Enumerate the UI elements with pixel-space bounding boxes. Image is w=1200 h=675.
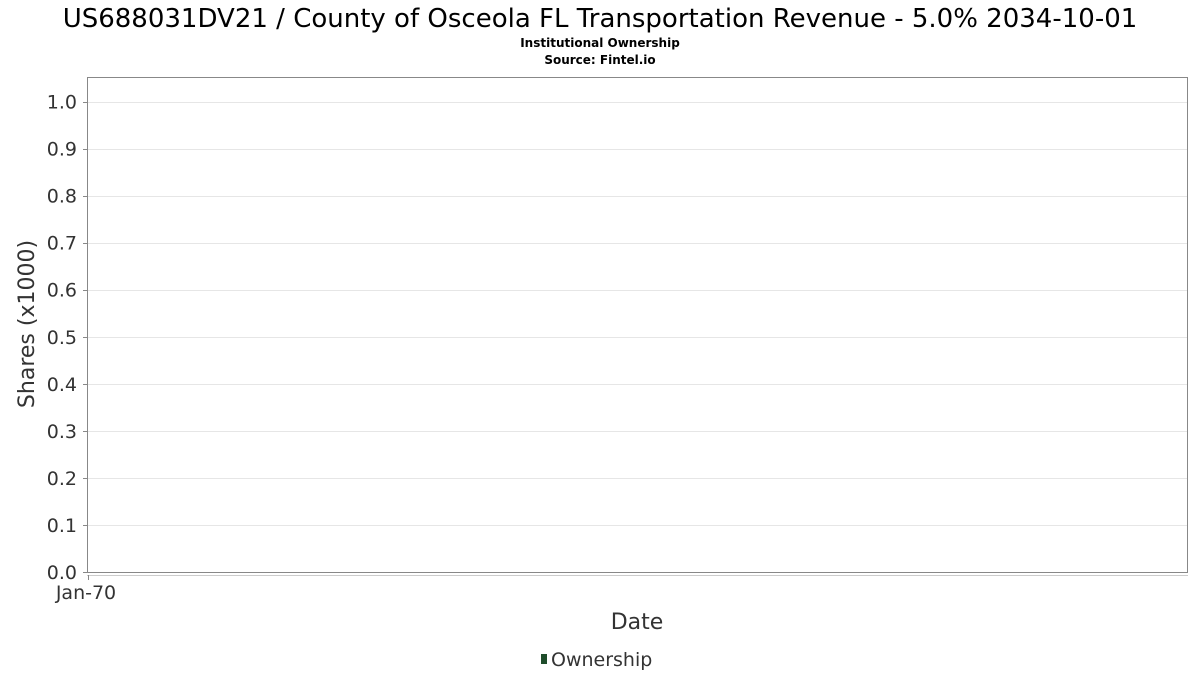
legend-swatch-ownership [541, 654, 547, 664]
chart-title: US688031DV21 / County of Osceola FL Tran… [63, 4, 1138, 34]
y-tick-label: 0.4 [47, 374, 77, 396]
y-axis-label: Shares (x1000) [15, 240, 40, 408]
y-tick-label: 0.8 [47, 186, 77, 208]
plot-area [87, 77, 1188, 573]
y-tick-label: 0.9 [47, 139, 77, 161]
y-tick-label: 0.6 [47, 280, 77, 302]
y-tick-label: 0.2 [47, 468, 77, 490]
y-axis-ticks: 0.0 0.1 0.2 0.3 0.4 0.5 0.6 0.7 0.8 0.9 1.0 [47, 92, 88, 584]
legend-label-ownership: Ownership [551, 649, 652, 671]
y-tick-label: 0.7 [47, 233, 77, 255]
chart-source: Source: Fintel.io [544, 53, 655, 67]
y-tick-label: 0.3 [47, 421, 77, 443]
x-axis-ticks: Jan-70 [55, 575, 116, 604]
y-tick-label: 1.0 [47, 92, 77, 114]
y-tick-label: 0.5 [47, 327, 77, 349]
chart-subtitle: Institutional Ownership [520, 36, 680, 50]
grid-lines [88, 102, 1188, 526]
legend: Ownership [541, 649, 652, 671]
x-tick-label: Jan-70 [55, 582, 116, 604]
x-axis-label: Date [611, 610, 664, 635]
y-tick-label: 0.0 [47, 562, 77, 584]
y-tick-label: 0.1 [47, 515, 77, 537]
